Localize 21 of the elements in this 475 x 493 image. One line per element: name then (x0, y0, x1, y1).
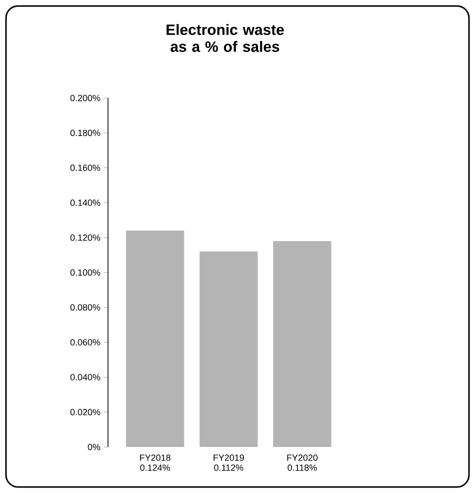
y-tick-label: 0.100% (70, 269, 100, 276)
x-tick-label: FY2018 (140, 454, 170, 461)
bar (200, 252, 258, 447)
x-tick-label: FY2019 (214, 454, 244, 461)
data-label: 0.112% (214, 464, 244, 471)
data-label: 0.118% (288, 464, 317, 471)
y-tick-label: 0.040% (70, 374, 100, 380)
bar (126, 230, 184, 447)
y-tick-label: 0.140% (70, 200, 100, 206)
y-tick-label: 0.060% (70, 339, 100, 346)
y-tick-label: 0.080% (70, 304, 100, 311)
y-tick-label: 0.180% (70, 130, 100, 136)
y-tick-label: 0% (88, 444, 100, 450)
y-tick-label: 0.160% (70, 164, 100, 171)
y-tick-label: 0.120% (70, 234, 100, 241)
bar (273, 241, 332, 447)
data-label: 0.124% (140, 464, 170, 471)
y-tick-label: 0.020% (70, 408, 100, 416)
x-tick-label: FY2020 (287, 454, 318, 461)
y-tick-label: 0.200% (70, 94, 100, 102)
chart-title: Electronic waste as a % of sales (166, 24, 284, 52)
